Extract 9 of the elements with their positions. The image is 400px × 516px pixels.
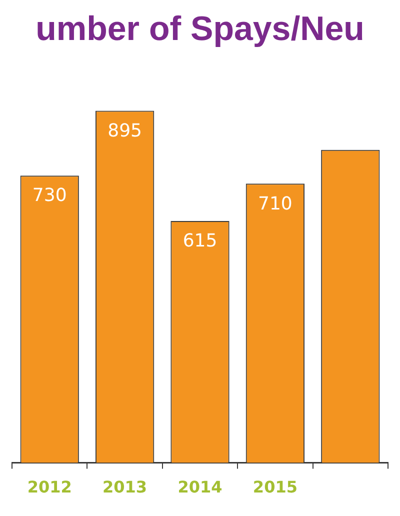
text: 730: [32, 185, 67, 206]
x-tick-label: 2013: [102, 478, 148, 497]
text: 710: [258, 193, 292, 214]
x-tick-label: 2014: [178, 478, 222, 497]
text: 895: [108, 120, 142, 142]
chart-title: umber of Spays/Neu: [36, 10, 364, 48]
text: 615: [182, 230, 218, 252]
x-tick-label: 2012: [27, 478, 72, 497]
x-tick-label: 2015: [252, 478, 298, 497]
